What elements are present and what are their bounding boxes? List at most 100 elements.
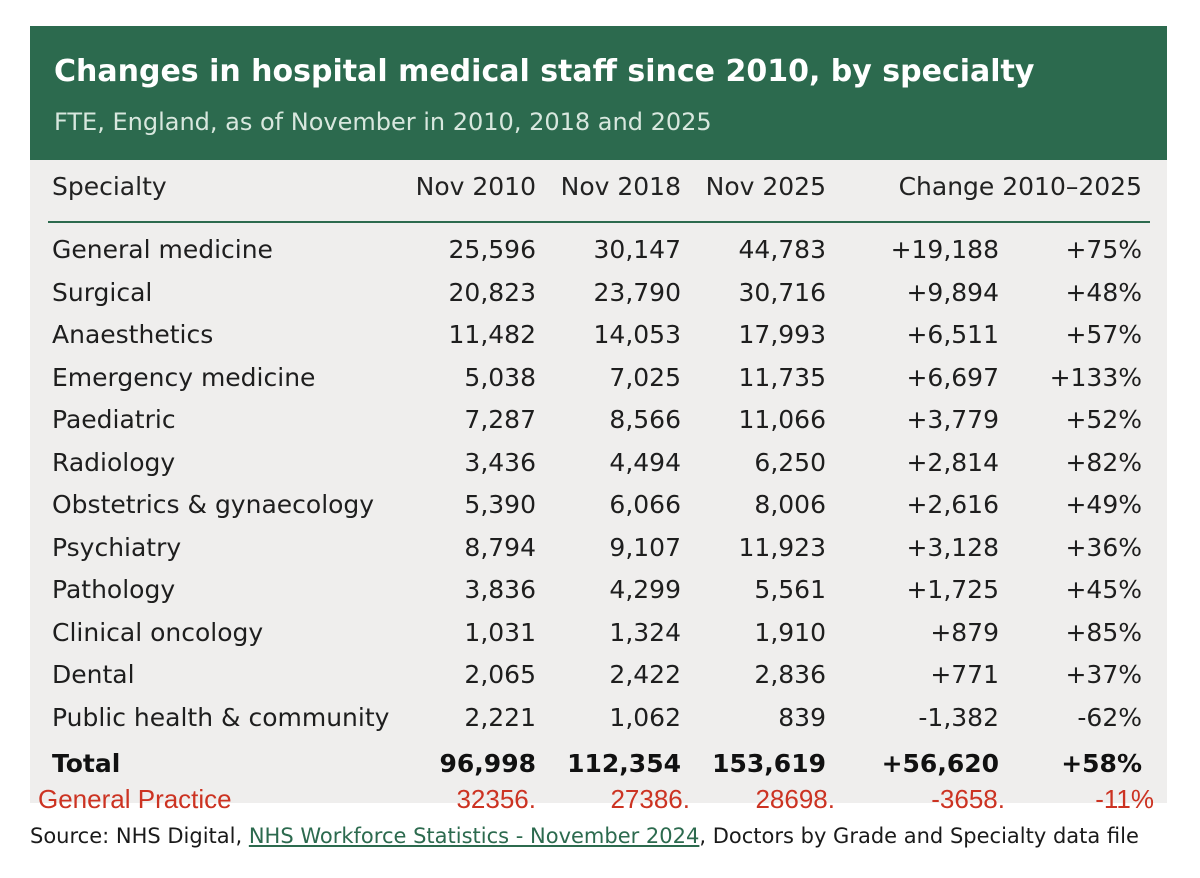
change-pct-value: +52% — [1065, 405, 1142, 434]
table-row: General medicine 25,596 30,147 44,783 +19,18… — [48, 235, 1150, 275]
column-header-nov-2025: Nov 2025 — [705, 172, 826, 201]
nov-2018-value: 1,324 — [609, 617, 681, 647]
total-label: Total — [52, 749, 121, 778]
nov-2018-value: 2,422 — [609, 660, 681, 689]
table-row: Radiology 3,436 4,494 6,250 +2,814 +82% — [48, 448, 1150, 488]
nov-2010-value: 3,436 — [464, 447, 536, 477]
table-row: Anaesthetics 11,482 14,053 17,993 +6,511 +57% — [48, 320, 1150, 360]
specialty-name: Anaesthetics — [52, 320, 214, 349]
nov-2025-value: 839 — [778, 702, 826, 732]
column-header-nov-2018: Nov 2018 — [560, 172, 681, 201]
source-prefix: Source: NHS Digital, — [30, 824, 249, 848]
specialty-name: Pathology — [52, 575, 176, 604]
change-value: +2,616 — [906, 490, 999, 519]
specialty-name: Clinical oncology — [52, 617, 264, 647]
general-practice-change-pct: -11% — [1095, 784, 1154, 814]
nov-2018-value: 8,566 — [609, 405, 681, 434]
nov-2018-value: 4,299 — [609, 575, 681, 604]
table-header-banner: Changes in hospital medical staff since … — [30, 26, 1167, 160]
table-row: Surgical 20,823 23,790 30,716 +9,894 +48% — [48, 278, 1150, 318]
change-pct-value: +82% — [1065, 447, 1142, 477]
nov-2010-value: 20,823 — [448, 277, 536, 307]
nov-2025-value: 17,993 — [738, 320, 826, 349]
total-nov-2010: 96,998 — [439, 749, 536, 778]
nov-2010-value: 1,031 — [464, 617, 536, 647]
nov-2025-value: 1,910 — [754, 617, 826, 647]
total-nov-2018: 112,354 — [567, 749, 681, 778]
change-pct-value: +45% — [1065, 575, 1142, 604]
table-row: Clinical oncology 1,031 1,324 1,910 +879 +85% — [48, 618, 1150, 658]
specialty-name: Paediatric — [52, 405, 176, 434]
nov-2010-value: 25,596 — [448, 235, 536, 264]
change-value: +6,697 — [906, 362, 999, 392]
nov-2018-value: 23,790 — [593, 277, 681, 307]
source-link[interactable]: NHS Workforce Statistics - November 2024 — [248, 824, 700, 848]
nov-2010-value: 11,482 — [448, 320, 536, 349]
table-title: Changes in hospital medical staff since … — [54, 54, 1035, 89]
nov-2010-value: 5,038 — [464, 362, 536, 392]
column-header-row: Specialty Nov 2010 Nov 2018 Nov 2025 Cha… — [48, 172, 1150, 212]
table-row: Public health & community 2,221 1,062 839 -1… — [48, 703, 1150, 743]
specialty-name: Dental — [52, 660, 135, 689]
column-header-nov-2010: Nov 2010 — [415, 172, 536, 201]
nov-2018-value: 9,107 — [609, 532, 681, 562]
change-value: +771 — [930, 660, 999, 689]
specialty-name: Radiology — [52, 447, 176, 477]
nov-2025-value: 2,836 — [754, 660, 826, 689]
nov-2010-value: 5,390 — [464, 490, 536, 519]
change-value: +6,511 — [906, 320, 999, 349]
change-value: -1,382 — [918, 702, 999, 732]
total-change-pct: +58% — [1061, 749, 1142, 778]
specialty-name: Surgical — [52, 277, 153, 307]
table-row: Paediatric 7,287 8,566 11,066 +3,779 +52% — [48, 405, 1150, 445]
specialty-name: Public health & community — [52, 702, 390, 732]
nov-2010-value: 8,794 — [464, 532, 536, 562]
general-practice-row: General Practice 32356. 27386. 28698. -3… — [38, 784, 1154, 824]
nov-2018-value: 1,062 — [609, 702, 681, 732]
change-pct-value: -62% — [1077, 702, 1142, 732]
total-row: Total 96,998 112,354 153,619 +56,620 +58… — [48, 749, 1150, 789]
nov-2010-value: 7,287 — [464, 405, 536, 434]
specialty-name: Psychiatry — [52, 532, 182, 562]
nov-2025-value: 8,006 — [754, 490, 826, 519]
column-header-specialty: Specialty — [52, 172, 167, 201]
change-value: +9,894 — [906, 277, 999, 307]
source-note: Source: NHS Digital, NHS Workforce Stati… — [30, 820, 1180, 852]
nov-2025-value: 6,250 — [754, 447, 826, 477]
nov-2025-value: 30,716 — [738, 277, 826, 307]
table-row: Emergency medicine 5,038 7,025 11,735 +6,697… — [48, 363, 1150, 403]
change-value: +19,188 — [890, 235, 999, 264]
total-nov-2025: 153,619 — [712, 749, 826, 778]
nov-2010-value: 2,221 — [464, 702, 536, 732]
specialty-name: Obstetrics & gynaecology — [52, 490, 375, 519]
change-pct-value: +49% — [1065, 490, 1142, 519]
change-value: +3,128 — [906, 532, 999, 562]
nov-2025-value: 44,783 — [738, 235, 826, 264]
nov-2025-value: 11,066 — [738, 405, 826, 434]
nov-2018-value: 4,494 — [609, 447, 681, 477]
change-pct-value: +37% — [1065, 660, 1142, 689]
change-value: +3,779 — [906, 405, 999, 434]
change-pct-value: +36% — [1065, 532, 1142, 562]
nov-2018-value: 7,025 — [609, 362, 681, 392]
general-practice-label: General Practice — [38, 784, 232, 814]
table-row: Psychiatry 8,794 9,107 11,923 +3,128 +36% — [48, 533, 1150, 573]
nov-2025-value: 5,561 — [754, 575, 826, 604]
nov-2010-value: 3,836 — [464, 575, 536, 604]
change-pct-value: +85% — [1065, 617, 1142, 647]
change-pct-value: +133% — [1049, 362, 1142, 392]
general-practice-nov-2025: 28698. — [755, 784, 835, 814]
nov-2018-value: 6,066 — [609, 490, 681, 519]
nov-2025-value: 11,923 — [738, 532, 826, 562]
general-practice-nov-2010: 32356. — [456, 784, 536, 814]
change-pct-value: +75% — [1065, 235, 1142, 264]
general-practice-nov-2018: 27386. — [610, 784, 690, 814]
source-suffix: , Doctors by Grade and Specialty data fi… — [699, 824, 1139, 848]
change-pct-value: +57% — [1065, 320, 1142, 349]
general-practice-change: -3658. — [931, 784, 1005, 814]
change-value: +2,814 — [906, 447, 999, 477]
change-value: +1,725 — [906, 575, 999, 604]
column-header-change: Change 2010–2025 — [898, 172, 1142, 201]
header-divider — [48, 221, 1150, 223]
nov-2025-value: 11,735 — [738, 362, 826, 392]
